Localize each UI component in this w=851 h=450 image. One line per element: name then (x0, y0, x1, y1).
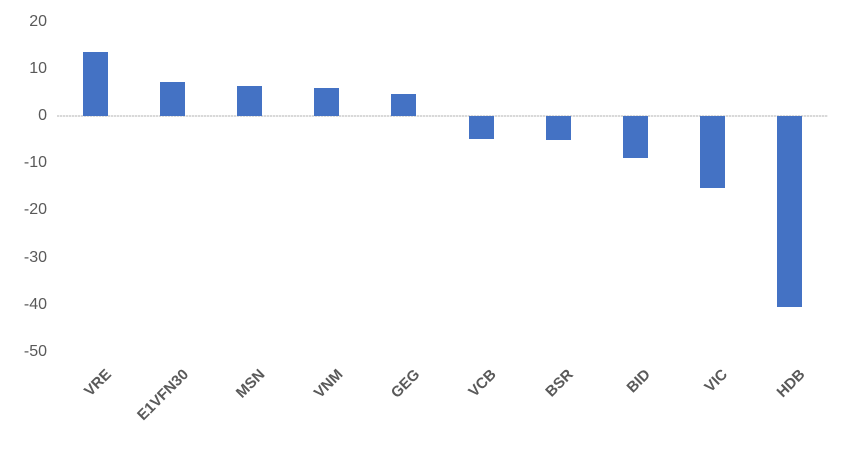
x-category-label: BID (623, 366, 655, 397)
x-category-label: MSN (233, 366, 269, 402)
x-category-label: HDB (773, 366, 809, 402)
x-category-label: E1VFN30 (133, 366, 192, 425)
bar-vre (83, 51, 109, 116)
y-tick-label: 10 (29, 59, 47, 77)
bar-bid (622, 116, 648, 158)
bar-geg (391, 94, 417, 116)
bar-vcb (468, 116, 494, 140)
x-category-label: VIC (701, 366, 732, 396)
x-category-label: GEG (387, 366, 423, 402)
y-tick-label: -20 (23, 201, 47, 219)
bar-vnm (314, 87, 340, 116)
y-tick-label: 0 (38, 107, 47, 124)
y-tick-label: 20 (29, 12, 47, 30)
y-tick-label: -30 (23, 248, 47, 266)
zero-axis-line (57, 115, 828, 117)
bar-bsr (545, 116, 571, 141)
y-tick-label: -10 (23, 154, 47, 172)
bar-vic (699, 116, 725, 188)
x-category-label: VCB (465, 366, 501, 401)
x-category-label: VRE (80, 366, 115, 400)
bar-hdb (776, 116, 802, 307)
y-tick-label: -40 (23, 295, 47, 313)
bar-e1vfn30 (160, 81, 186, 116)
x-category-label: VNM (310, 366, 346, 402)
y-tick-label: -50 (23, 343, 47, 360)
x-category-label: BSR (542, 366, 578, 401)
bar-msn (237, 85, 263, 116)
